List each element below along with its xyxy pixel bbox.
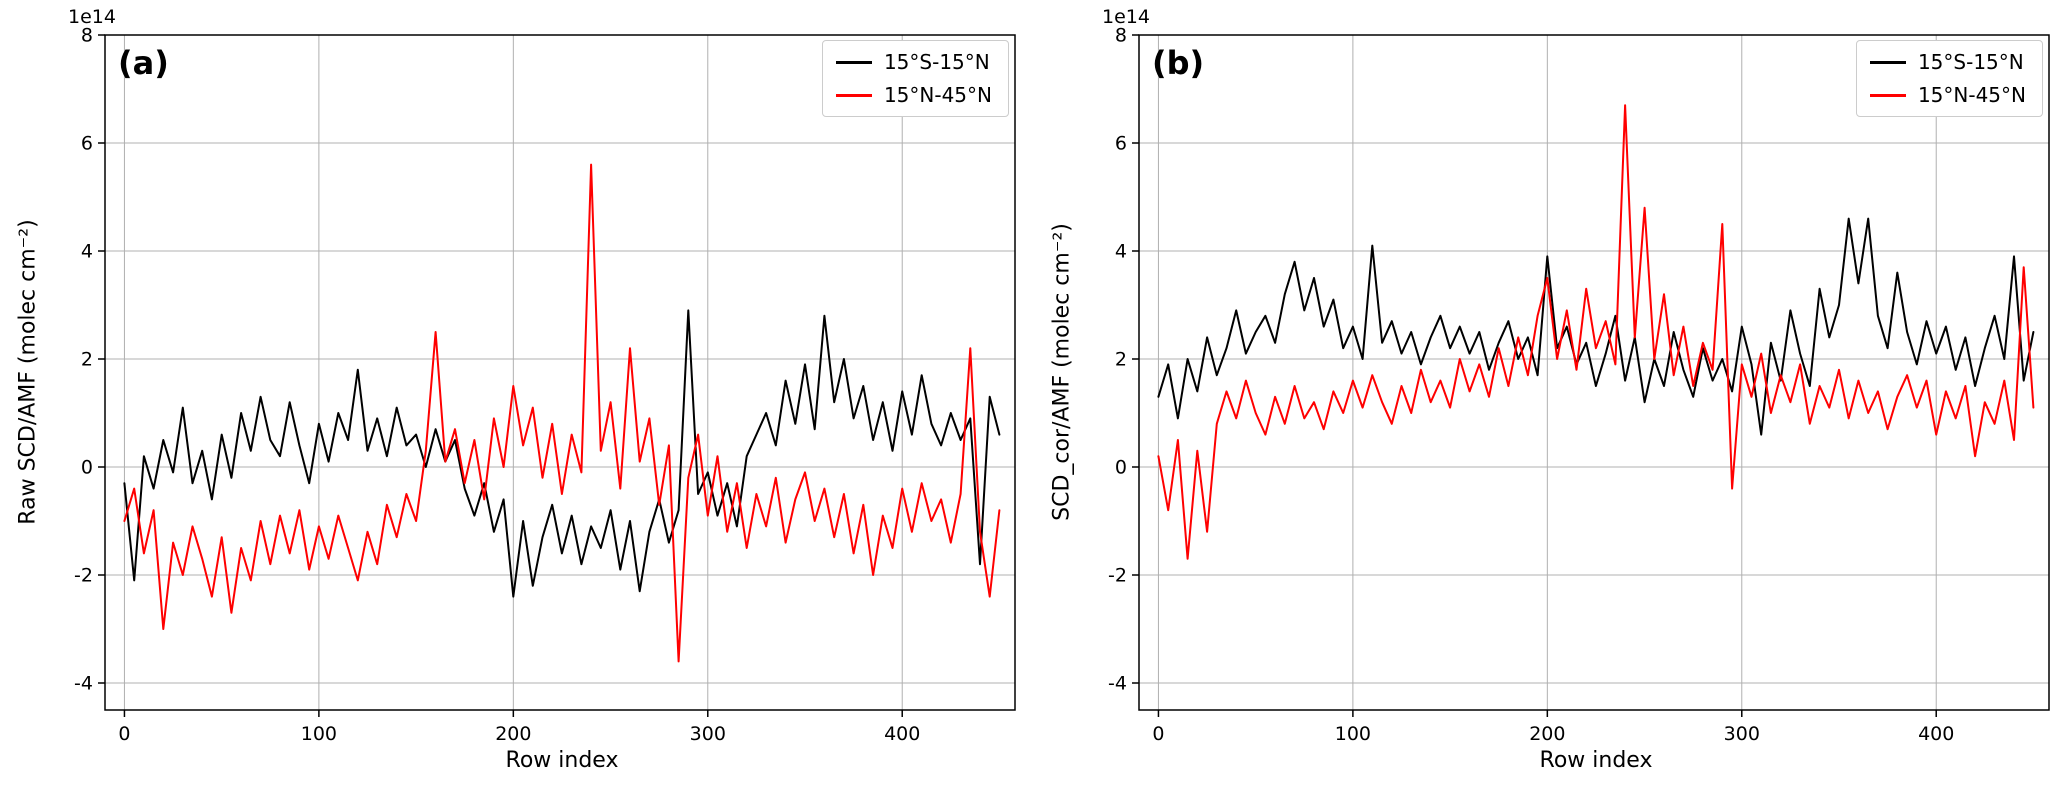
legend-label: 15°N-45°N [883, 83, 992, 107]
svg-text:300: 300 [1724, 723, 1760, 745]
panel-b: -4 -2 0 2 4 6 8 0 100 200 300 400 1e14 (b) SCD_cor/… [1034, 0, 2067, 790]
svg-text:0: 0 [118, 723, 130, 745]
legend-line-sample-red [835, 93, 872, 97]
svg-text:400: 400 [884, 723, 920, 745]
svg-text:4: 4 [1115, 241, 1127, 263]
svg-text:400: 400 [1918, 723, 1954, 745]
svg-text:200: 200 [1529, 723, 1565, 745]
svg-text:4: 4 [81, 241, 93, 263]
y-offset-text-a: 1e14 [68, 6, 116, 28]
panel-label-b: (b) [1152, 44, 1205, 82]
svg-text:-2: -2 [74, 565, 93, 587]
svg-text:300: 300 [690, 723, 726, 745]
legend-a: 15°S-15°N 15°N-45°N [821, 40, 1009, 117]
svg-text:0: 0 [1152, 723, 1164, 745]
svg-text:6: 6 [1115, 133, 1127, 155]
svg-text:-2: -2 [1108, 565, 1127, 587]
plot-area-b: -4 -2 0 2 4 6 8 0 100 200 300 400 [1108, 25, 2050, 745]
svg-text:0: 0 [1115, 457, 1127, 479]
y-axis-label-b: SCD_cor/AMF (molec cm⁻²) [1049, 223, 1075, 521]
legend-label: 15°S-15°N [883, 50, 990, 74]
y-offset-text-b: 1e14 [1102, 6, 1150, 28]
x-axis-label-a: Row index [505, 748, 619, 773]
y-axis-label-a: Raw SCD/AMF (molec cm⁻²) [15, 219, 41, 525]
svg-text:8: 8 [81, 25, 93, 47]
legend-line-sample-red [1869, 93, 1906, 97]
svg-text:100: 100 [1335, 723, 1371, 745]
legend-label: 15°S-15°N [1917, 50, 2024, 74]
svg-text:-4: -4 [74, 673, 93, 695]
svg-text:0: 0 [81, 457, 93, 479]
svg-text:2: 2 [1115, 349, 1127, 371]
svg-text:200: 200 [495, 723, 531, 745]
svg-text:100: 100 [301, 723, 337, 745]
svg-text:2: 2 [81, 349, 93, 371]
x-axis-label-b: Row index [1539, 748, 1653, 773]
legend-entry-red: 15°N-45°N [1869, 83, 2026, 107]
legend-entry-black: 15°S-15°N [835, 50, 992, 74]
svg-text:6: 6 [81, 133, 93, 155]
legend-label: 15°N-45°N [1917, 83, 2026, 107]
panel-label-a: (a) [118, 44, 169, 82]
plot-area-a: -4 -2 0 2 4 6 8 0 100 200 300 400 [74, 25, 1016, 745]
legend-entry-black: 15°S-15°N [1869, 50, 2026, 74]
svg-text:-4: -4 [1108, 673, 1127, 695]
legend-line-sample-black [835, 60, 872, 64]
legend-line-sample-black [1869, 60, 1906, 64]
legend-b: 15°S-15°N 15°N-45°N [1855, 40, 2043, 117]
svg-text:8: 8 [1115, 25, 1127, 47]
legend-entry-red: 15°N-45°N [835, 83, 992, 107]
panel-a: -4 -2 0 2 4 6 8 0 100 200 300 400 1e14 (a) Raw SCD/… [0, 0, 1033, 790]
